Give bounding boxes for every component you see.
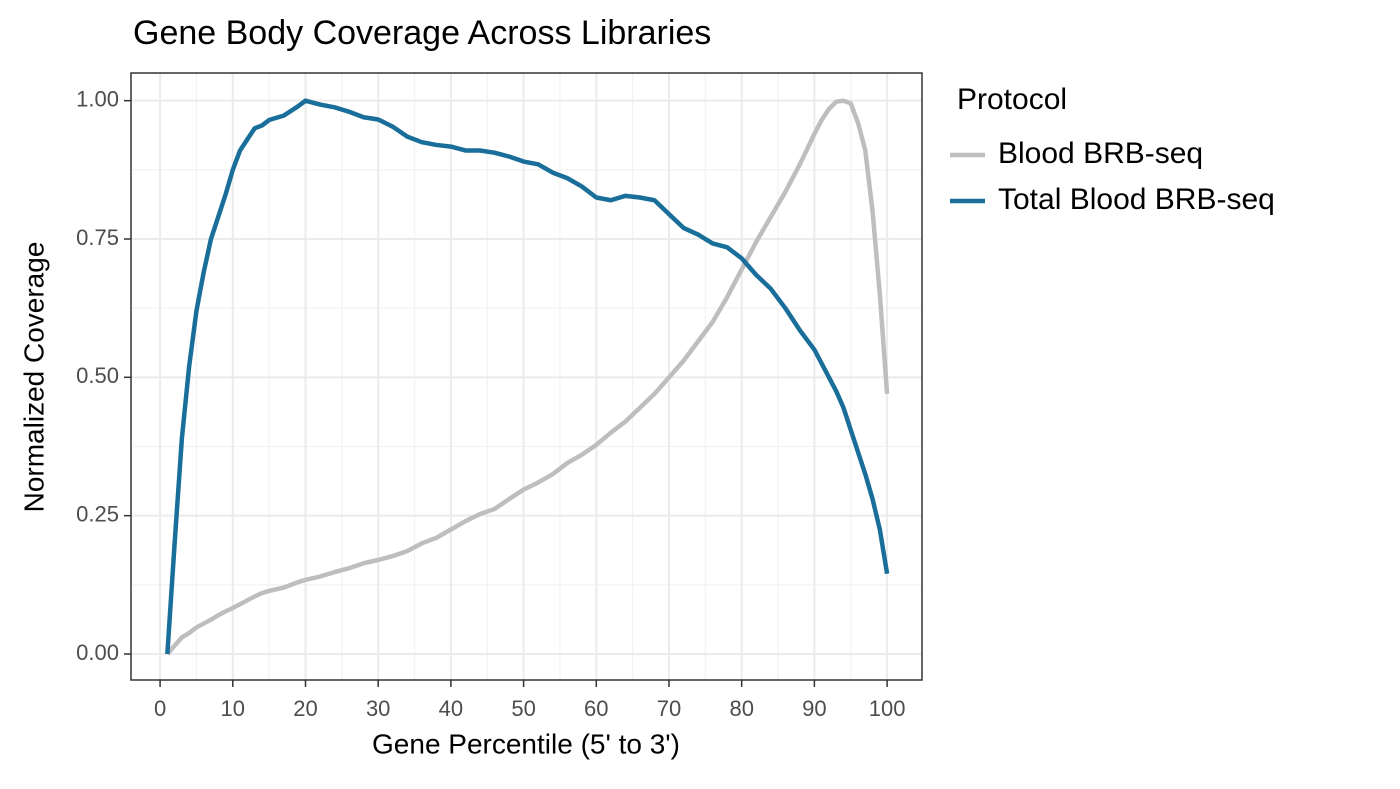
series-line	[165, 98, 890, 656]
y-tick-label: 0.50	[76, 363, 119, 388]
x-tick-label: 20	[293, 696, 317, 721]
x-tick-label: 50	[511, 696, 535, 721]
x-tick-label: 70	[657, 696, 681, 721]
chart-title: Gene Body Coverage Across Libraries	[133, 14, 711, 52]
x-tick-label: 100	[869, 696, 906, 721]
x-tick-label: 80	[729, 696, 753, 721]
x-tick-label: 60	[584, 696, 608, 721]
x-tick-label: 30	[366, 696, 390, 721]
y-tick-label: 0.75	[76, 225, 119, 250]
legend-label: Blood BRB-seq	[998, 137, 1203, 170]
x-axis-label: Gene Percentile (5' to 3')	[372, 728, 680, 759]
y-tick-label: 1.00	[76, 86, 119, 111]
x-tick-label: 0	[154, 696, 166, 721]
legend-title: Protocol	[957, 83, 1067, 116]
x-tick-label: 90	[802, 696, 826, 721]
y-axis-label: Normalized Coverage	[18, 242, 49, 513]
x-tick-label: 10	[221, 696, 245, 721]
x-tick-label: 40	[439, 696, 463, 721]
legend-label: Total Blood BRB-seq	[998, 183, 1275, 216]
series-line	[165, 98, 890, 655]
y-tick-label: 0.00	[76, 640, 119, 665]
y-tick-label: 0.25	[76, 501, 119, 526]
plot-border	[130, 72, 923, 681]
